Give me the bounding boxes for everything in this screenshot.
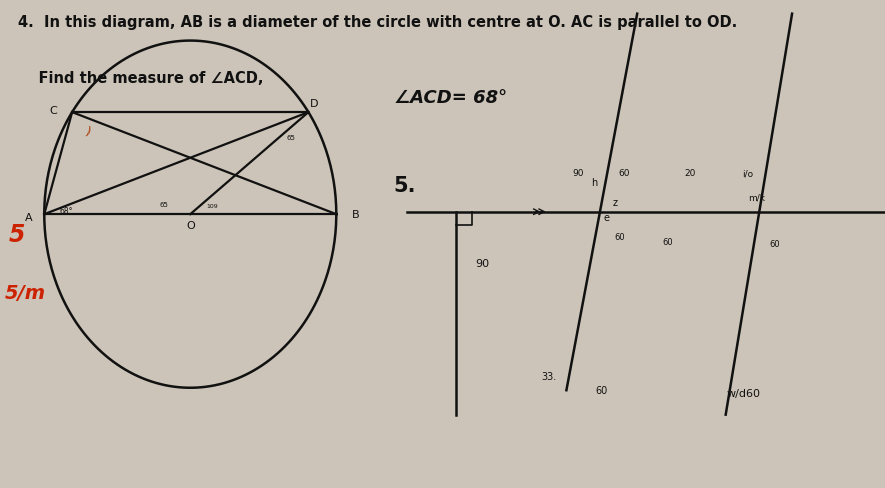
Text: 109: 109 xyxy=(206,203,219,208)
Text: 90: 90 xyxy=(475,259,489,268)
Text: m/k: m/k xyxy=(748,193,766,202)
Text: 4.  In this diagram, AB is a diameter of the circle with centre at O. AC is para: 4. In this diagram, AB is a diameter of … xyxy=(18,15,737,30)
Text: 60: 60 xyxy=(663,237,673,246)
Text: 20: 20 xyxy=(685,169,696,178)
Text: ∠ACD= 68°: ∠ACD= 68° xyxy=(394,89,507,106)
Text: 60: 60 xyxy=(596,386,608,395)
Text: 68°: 68° xyxy=(59,206,73,215)
Text: O: O xyxy=(186,220,195,230)
Text: e: e xyxy=(604,212,609,222)
Text: w/d60: w/d60 xyxy=(727,388,760,398)
Text: h: h xyxy=(591,178,598,188)
Text: 60: 60 xyxy=(769,240,780,248)
Text: ): ) xyxy=(83,125,93,140)
Text: Find the measure of ∠ACD,: Find the measure of ∠ACD, xyxy=(18,71,263,86)
Text: 5.: 5. xyxy=(394,176,416,195)
Text: D: D xyxy=(310,99,318,109)
Text: 90: 90 xyxy=(573,169,583,178)
Text: i/o: i/o xyxy=(743,169,753,178)
Text: z: z xyxy=(612,198,618,207)
Text: 33.: 33. xyxy=(541,371,557,381)
Text: 65: 65 xyxy=(159,202,168,208)
Text: C: C xyxy=(50,106,57,116)
Text: B: B xyxy=(351,210,359,220)
Text: 60: 60 xyxy=(614,232,625,241)
Text: 5/m: 5/m xyxy=(4,284,45,302)
Text: 60: 60 xyxy=(619,169,629,178)
Text: 5: 5 xyxy=(9,222,26,246)
Text: A: A xyxy=(25,213,32,223)
Text: 65: 65 xyxy=(286,134,296,140)
